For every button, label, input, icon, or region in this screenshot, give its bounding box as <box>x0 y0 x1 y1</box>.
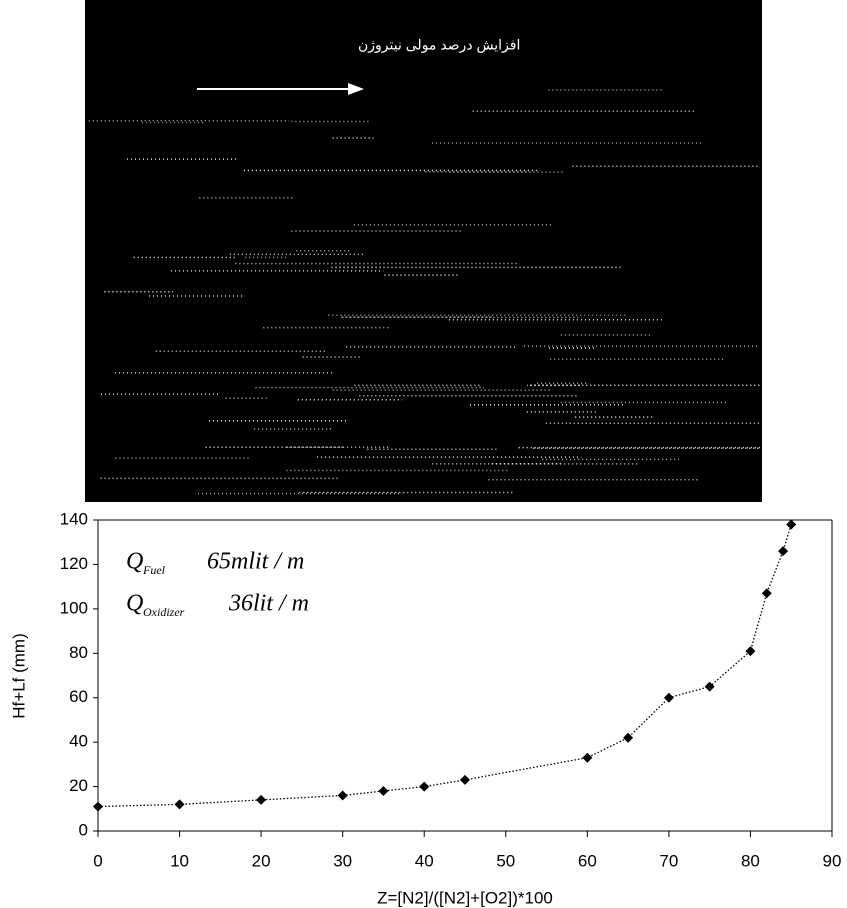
y-tick-label: 80 <box>69 643 88 662</box>
y-tick-label: 100 <box>60 598 88 617</box>
x-axis-label: Z=[N2]/([N2]+[O2])*100 <box>377 888 553 907</box>
x-tick-label: 0 <box>93 851 102 870</box>
flame-streaks <box>88 89 760 495</box>
x-tick-label: 80 <box>741 851 760 870</box>
photo-caption: افزایش درصد مولی نیتروژن <box>358 37 520 54</box>
data-point <box>93 801 103 812</box>
data-point <box>663 692 674 703</box>
data-point <box>460 774 470 785</box>
data-point <box>337 790 348 801</box>
y-tick-label: 20 <box>69 776 88 795</box>
x-tick-label: 60 <box>578 851 597 870</box>
data-point <box>582 752 593 763</box>
flame-photo <box>85 0 762 502</box>
data-point <box>419 781 430 792</box>
data-point <box>786 519 797 530</box>
y-tick-label: 0 <box>79 820 88 839</box>
x-tick-label: 10 <box>170 851 189 870</box>
data-point <box>778 546 789 557</box>
annotation-text: 36lit / m <box>228 591 309 617</box>
x-tick-label: 30 <box>333 851 352 870</box>
annotation-subscript: Oxidizer <box>143 605 185 619</box>
x-tick-label: 50 <box>496 851 515 870</box>
data-point <box>761 588 772 599</box>
x-tick-label: 20 <box>252 851 271 870</box>
data-point <box>623 732 634 743</box>
y-tick-label: 40 <box>69 732 88 751</box>
x-tick-label: 40 <box>415 851 434 870</box>
data-point <box>174 799 185 810</box>
x-tick-label: 90 <box>823 851 842 870</box>
y-tick-label: 120 <box>60 554 88 573</box>
y-tick-label: 140 <box>60 509 88 528</box>
data-point <box>256 794 267 805</box>
annotation-symbol: Q <box>126 591 143 617</box>
data-point <box>378 786 389 797</box>
annotation-text: 65mlit / m <box>207 549 304 575</box>
x-tick-label: 70 <box>659 851 678 870</box>
annotation-subscript: Fuel <box>142 563 166 577</box>
data-point <box>745 646 756 657</box>
annotation: Q Fuel 65mlit / m Q Oxidizer 36lit / m <box>126 549 309 619</box>
data-line <box>97 524 792 808</box>
data-point <box>704 681 715 692</box>
y-axis-label: Hf+Lf (mm) <box>9 633 28 718</box>
y-tick-label: 60 <box>69 687 88 706</box>
arrow-head <box>348 83 364 95</box>
annotation-symbol: Q <box>126 549 143 575</box>
